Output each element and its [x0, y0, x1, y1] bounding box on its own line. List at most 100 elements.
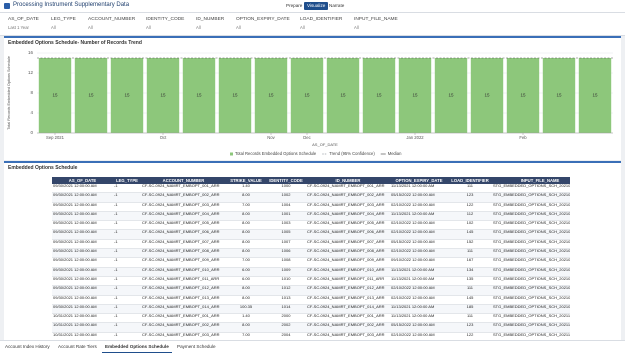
column-header[interactable]: AS_OF_DATE	[52, 177, 113, 184]
table-cell: 05/15/2022 12:00:00 AM	[390, 322, 448, 333]
table-cell: 1004	[266, 202, 306, 212]
filter-label: ID_NUMBER	[196, 17, 225, 22]
table-cell: -1	[113, 257, 141, 268]
bar	[74, 58, 108, 133]
table-cell: -1	[113, 202, 141, 212]
table-cell: 8.00	[226, 192, 266, 203]
filter-label: ACCOUNT_NUMBER	[88, 17, 136, 22]
column-header[interactable]: IDENTITY_CODE	[266, 177, 306, 184]
table-cell: 11/13/2021 12:00:00 AM	[390, 211, 448, 222]
data-label: 15	[52, 93, 58, 98]
table-row: 09/30/2021 12:00:00 AM -1 CF-SC-0924_NAMRT…	[52, 304, 570, 315]
table-cell: -1	[113, 313, 141, 324]
table-cell: CF-SC-0924_NAMRT_EMBOPT_004_ARR	[141, 211, 226, 222]
table-panel: Embedded Options Schedule AS_OF_DATE LEG_…	[4, 161, 621, 341]
table-cell: 02/10/2022 12:00:00 AM	[390, 220, 448, 231]
table-cell: 02/10/2022 12:00:00 AM	[390, 229, 448, 240]
filter-value[interactable]: All	[88, 25, 93, 30]
x-tick-label: Jan 2022	[406, 135, 424, 140]
table-row: 09/30/2021 12:00:00 AM -1 CF-SC-0924_NAMRT…	[52, 220, 570, 231]
table-cell: 09/30/2021 12:00:00 AM	[52, 220, 113, 231]
bar	[182, 58, 216, 133]
column-header[interactable]: ACCOUNT_NUMBER	[141, 177, 226, 184]
toolbar-button[interactable]: Prepare	[286, 3, 303, 8]
table-cell: 111	[448, 313, 492, 324]
table-cell: CF-SC-0924_NAMRT_EMBOPT_001_ARR	[306, 184, 390, 194]
filter-value[interactable]: All	[196, 25, 201, 30]
column-header[interactable]: LOAD_IDENTIFIER	[448, 177, 492, 184]
table-cell: 8.00	[226, 229, 266, 240]
toolbar-button[interactable]: Narrate	[329, 3, 345, 8]
table-cell: 09/30/2021 12:00:00 AM	[52, 276, 113, 287]
table-cell: 09/30/2021 12:00:00 AM	[52, 295, 113, 305]
toolbar-button[interactable]: Visualize	[304, 2, 329, 10]
table-cell: 123	[448, 322, 492, 333]
y-tick-label: 0	[30, 130, 33, 135]
table-cell: CF-SC-0924_NAMRT_EMBOPT_008_ARR	[141, 248, 226, 259]
table-cell: -1	[113, 192, 141, 203]
data-label: 15	[340, 93, 346, 98]
filter-value[interactable]: Last 1 Year	[8, 25, 29, 30]
table-cell: 2000	[266, 313, 306, 324]
bar	[290, 58, 324, 133]
table-cell: -1	[113, 211, 141, 222]
table-cell: 09/10/2022 12:00:00 AM	[390, 257, 448, 268]
table-cell: 8.00	[226, 285, 266, 296]
table-cell: 122	[448, 202, 492, 212]
sheet-tab[interactable]: Account Rate Tiers	[58, 344, 97, 349]
table-row: 09/30/2021 12:00:00 AM -1 CF-SC-0924_NAMRT…	[52, 276, 570, 287]
data-label: 15	[160, 93, 166, 98]
table-cell: CF-SC-0924_NAMRT_EMBOPT_001_ARR	[306, 313, 390, 324]
column-header[interactable]: OPTION_EXPIRY_DATE	[390, 177, 448, 184]
table-cell: CF-SC-0924_NAMRT_EMBOPT_003_ARR	[141, 332, 226, 339]
table-cell: 09/30/2021 12:00:00 AM	[52, 211, 113, 222]
table-cell: 1000	[266, 184, 306, 194]
table-cell: 09/30/2021 12:00:00 AM	[52, 239, 113, 250]
filter-value[interactable]: All	[300, 25, 305, 30]
sheet-tab[interactable]: Payment Schedule	[177, 344, 216, 349]
table-cell: 7.00	[226, 202, 266, 212]
table-cell: 09/30/2021 12:00:00 AM	[52, 267, 113, 277]
table-cell: STG_EMBEDDED_OPTIONS_SCH_20211031	[492, 313, 570, 324]
page-title: Processing Instrument Supplementary Data	[13, 2, 130, 8]
column-header[interactable]: LEG_TYPE	[113, 177, 141, 184]
table-row: 10/31/2021 12:00:00 AM -1 CF-SC-0924_NAMRT…	[52, 313, 570, 324]
data-label: 15	[124, 93, 130, 98]
filter-value[interactable]: All	[236, 25, 241, 30]
table-row: 09/30/2021 12:00:00 AM -1 CF-SC-0924_NAMRT…	[52, 257, 570, 268]
bar	[254, 58, 288, 133]
sheet-tab[interactable]: Embedded Options Schedule	[102, 341, 172, 353]
filter-value[interactable]: All	[51, 25, 56, 30]
table-cell: CF-SC-0924_NAMRT_EMBOPT_002_ARR	[141, 322, 226, 333]
table-cell: 152	[448, 239, 492, 250]
filter-bar: AS_OF_DATE Last 1 Year LEG_TYPE All ACCOUNT_…	[0, 13, 625, 36]
table-cell: CF-SC-0924_NAMRT_EMBOPT_004_ARR	[306, 211, 390, 222]
table-cell: 111	[448, 248, 492, 259]
data-label: 15	[484, 93, 490, 98]
table-cell: 7.00	[226, 257, 266, 268]
filter-label: LEG_TYPE	[51, 17, 76, 22]
table-cell: STG_EMBEDDED_OPTIONS_SCH_20210930	[492, 276, 570, 287]
table-cell: 1005	[266, 229, 306, 240]
filter-value[interactable]: All	[354, 25, 359, 30]
table-row: 09/30/2021 12:00:00 AM -1 CF-SC-0924_NAMRT…	[52, 239, 570, 250]
table-cell: CF-SC-0924_NAMRT_EMBOPT_010_ARR	[141, 267, 226, 277]
table-cell: 123	[448, 192, 492, 203]
column-header[interactable]: STRIKE_VALUE	[226, 177, 266, 184]
filter-value[interactable]: All	[146, 25, 151, 30]
column-header[interactable]: INPUT_FILE_NAME	[492, 177, 570, 184]
column-header[interactable]: ID_NUMBER	[306, 177, 390, 184]
table-cell: CF-SC-0924_NAMRT_EMBOPT_009_ARR	[141, 257, 226, 268]
sheet-tab[interactable]: Account Index History	[5, 344, 50, 349]
table-body: 09/30/2021 12:00:00 AM -1 CF-SC-0924_NAMRT…	[52, 184, 570, 339]
data-label: 15	[88, 93, 94, 98]
table-row: 09/30/2021 12:00:00 AM -1 CF-SC-0924_NAMRT…	[52, 267, 570, 277]
table-cell: -1	[113, 276, 141, 287]
table-cell: 02/10/2022 12:00:00 AM	[390, 202, 448, 212]
y-tick-label: 16	[28, 50, 34, 55]
table-cell: 100.35	[226, 304, 266, 315]
table-cell: -1	[113, 322, 141, 333]
data-label: 15	[268, 93, 274, 98]
legend-label: Median	[388, 151, 402, 156]
